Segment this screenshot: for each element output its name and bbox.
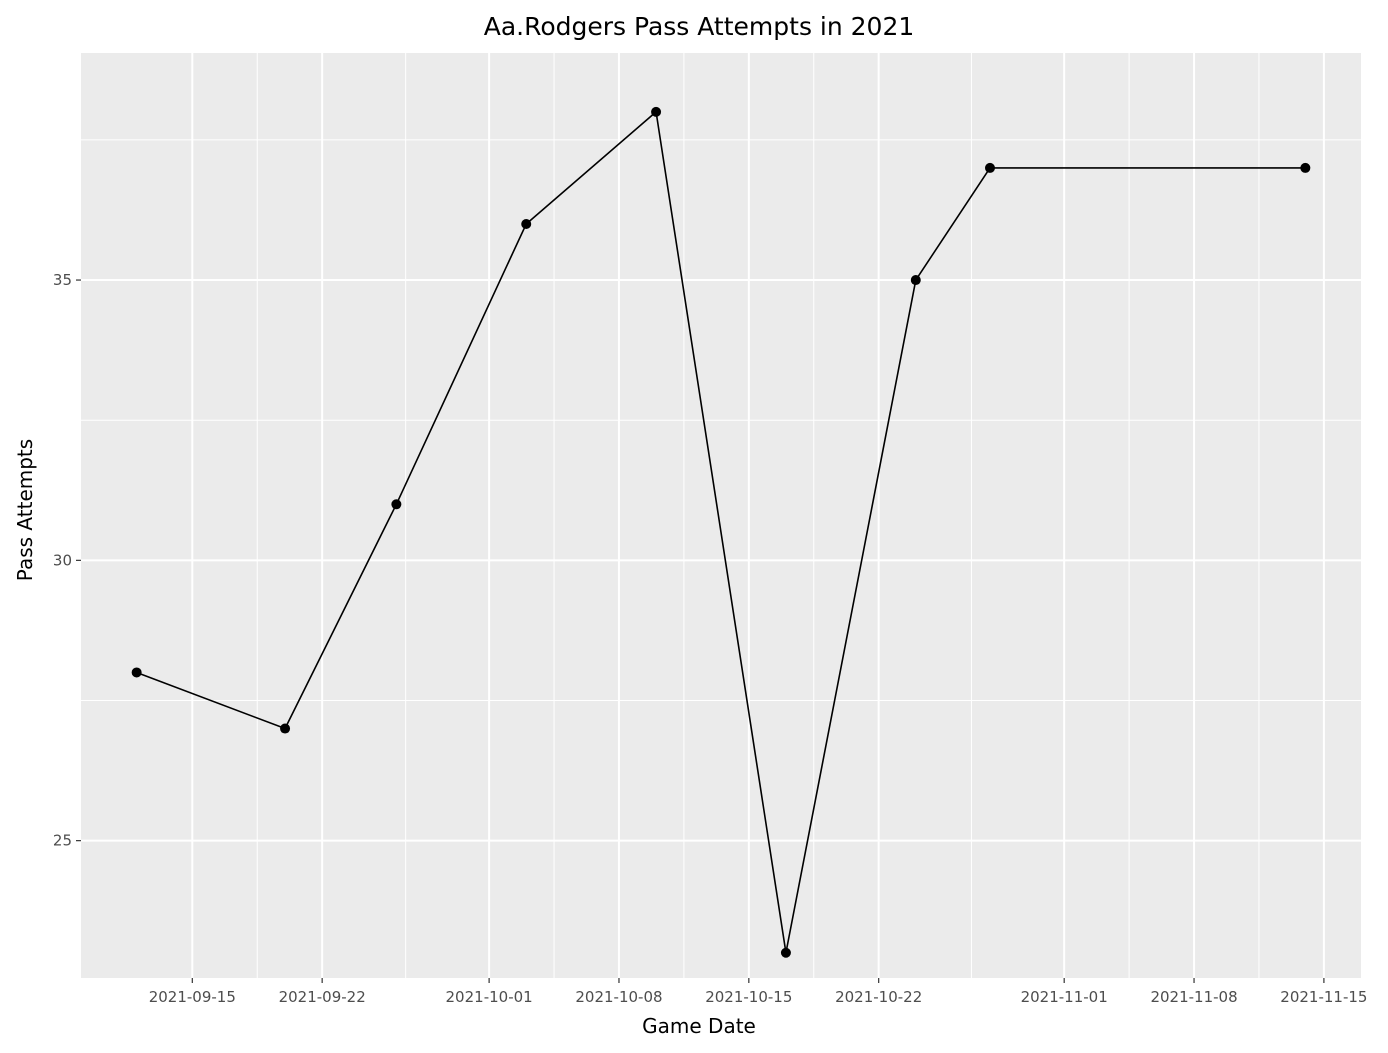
plot-panel (81, 53, 1361, 978)
x-tick-label: 2021-10-15 (705, 988, 792, 1006)
data-point (1300, 162, 1311, 173)
data-point (521, 218, 532, 229)
major-gridlines (81, 53, 1361, 978)
data-point (280, 723, 291, 734)
x-tick-label: 2021-10-01 (446, 988, 533, 1006)
x-tick-label: 2021-11-08 (1150, 988, 1237, 1006)
x-tick-label: 2021-09-15 (149, 988, 236, 1006)
y-tick-label: 35 (53, 271, 72, 289)
data-point (391, 499, 402, 510)
data-point (910, 275, 921, 286)
series-group (131, 106, 1311, 958)
data-point (984, 162, 995, 173)
x-axis-title: Game Date (642, 1014, 756, 1038)
x-tick-label: 2021-09-22 (279, 988, 366, 1006)
x-tick-label: 2021-10-22 (835, 988, 922, 1006)
chart-title: Aa.Rodgers Pass Attempts in 2021 (484, 12, 915, 41)
x-tick-label: 2021-11-01 (1021, 988, 1108, 1006)
y-axis-title: Pass Attempts (13, 439, 37, 581)
data-point (131, 667, 142, 678)
x-axis: 2021-09-15 2021-09-22 2021-10-01 2021-10-08… (149, 978, 1367, 1006)
y-tick-label: 25 (53, 832, 72, 850)
data-point (780, 947, 791, 958)
x-tick-label: 2021-11-15 (1280, 988, 1367, 1006)
minor-gridlines (81, 53, 1361, 978)
data-point (651, 106, 662, 117)
y-tick-label: 30 (53, 551, 72, 569)
x-tick-label: 2021-10-08 (575, 988, 662, 1006)
y-axis: 25 30 35 (53, 271, 81, 850)
